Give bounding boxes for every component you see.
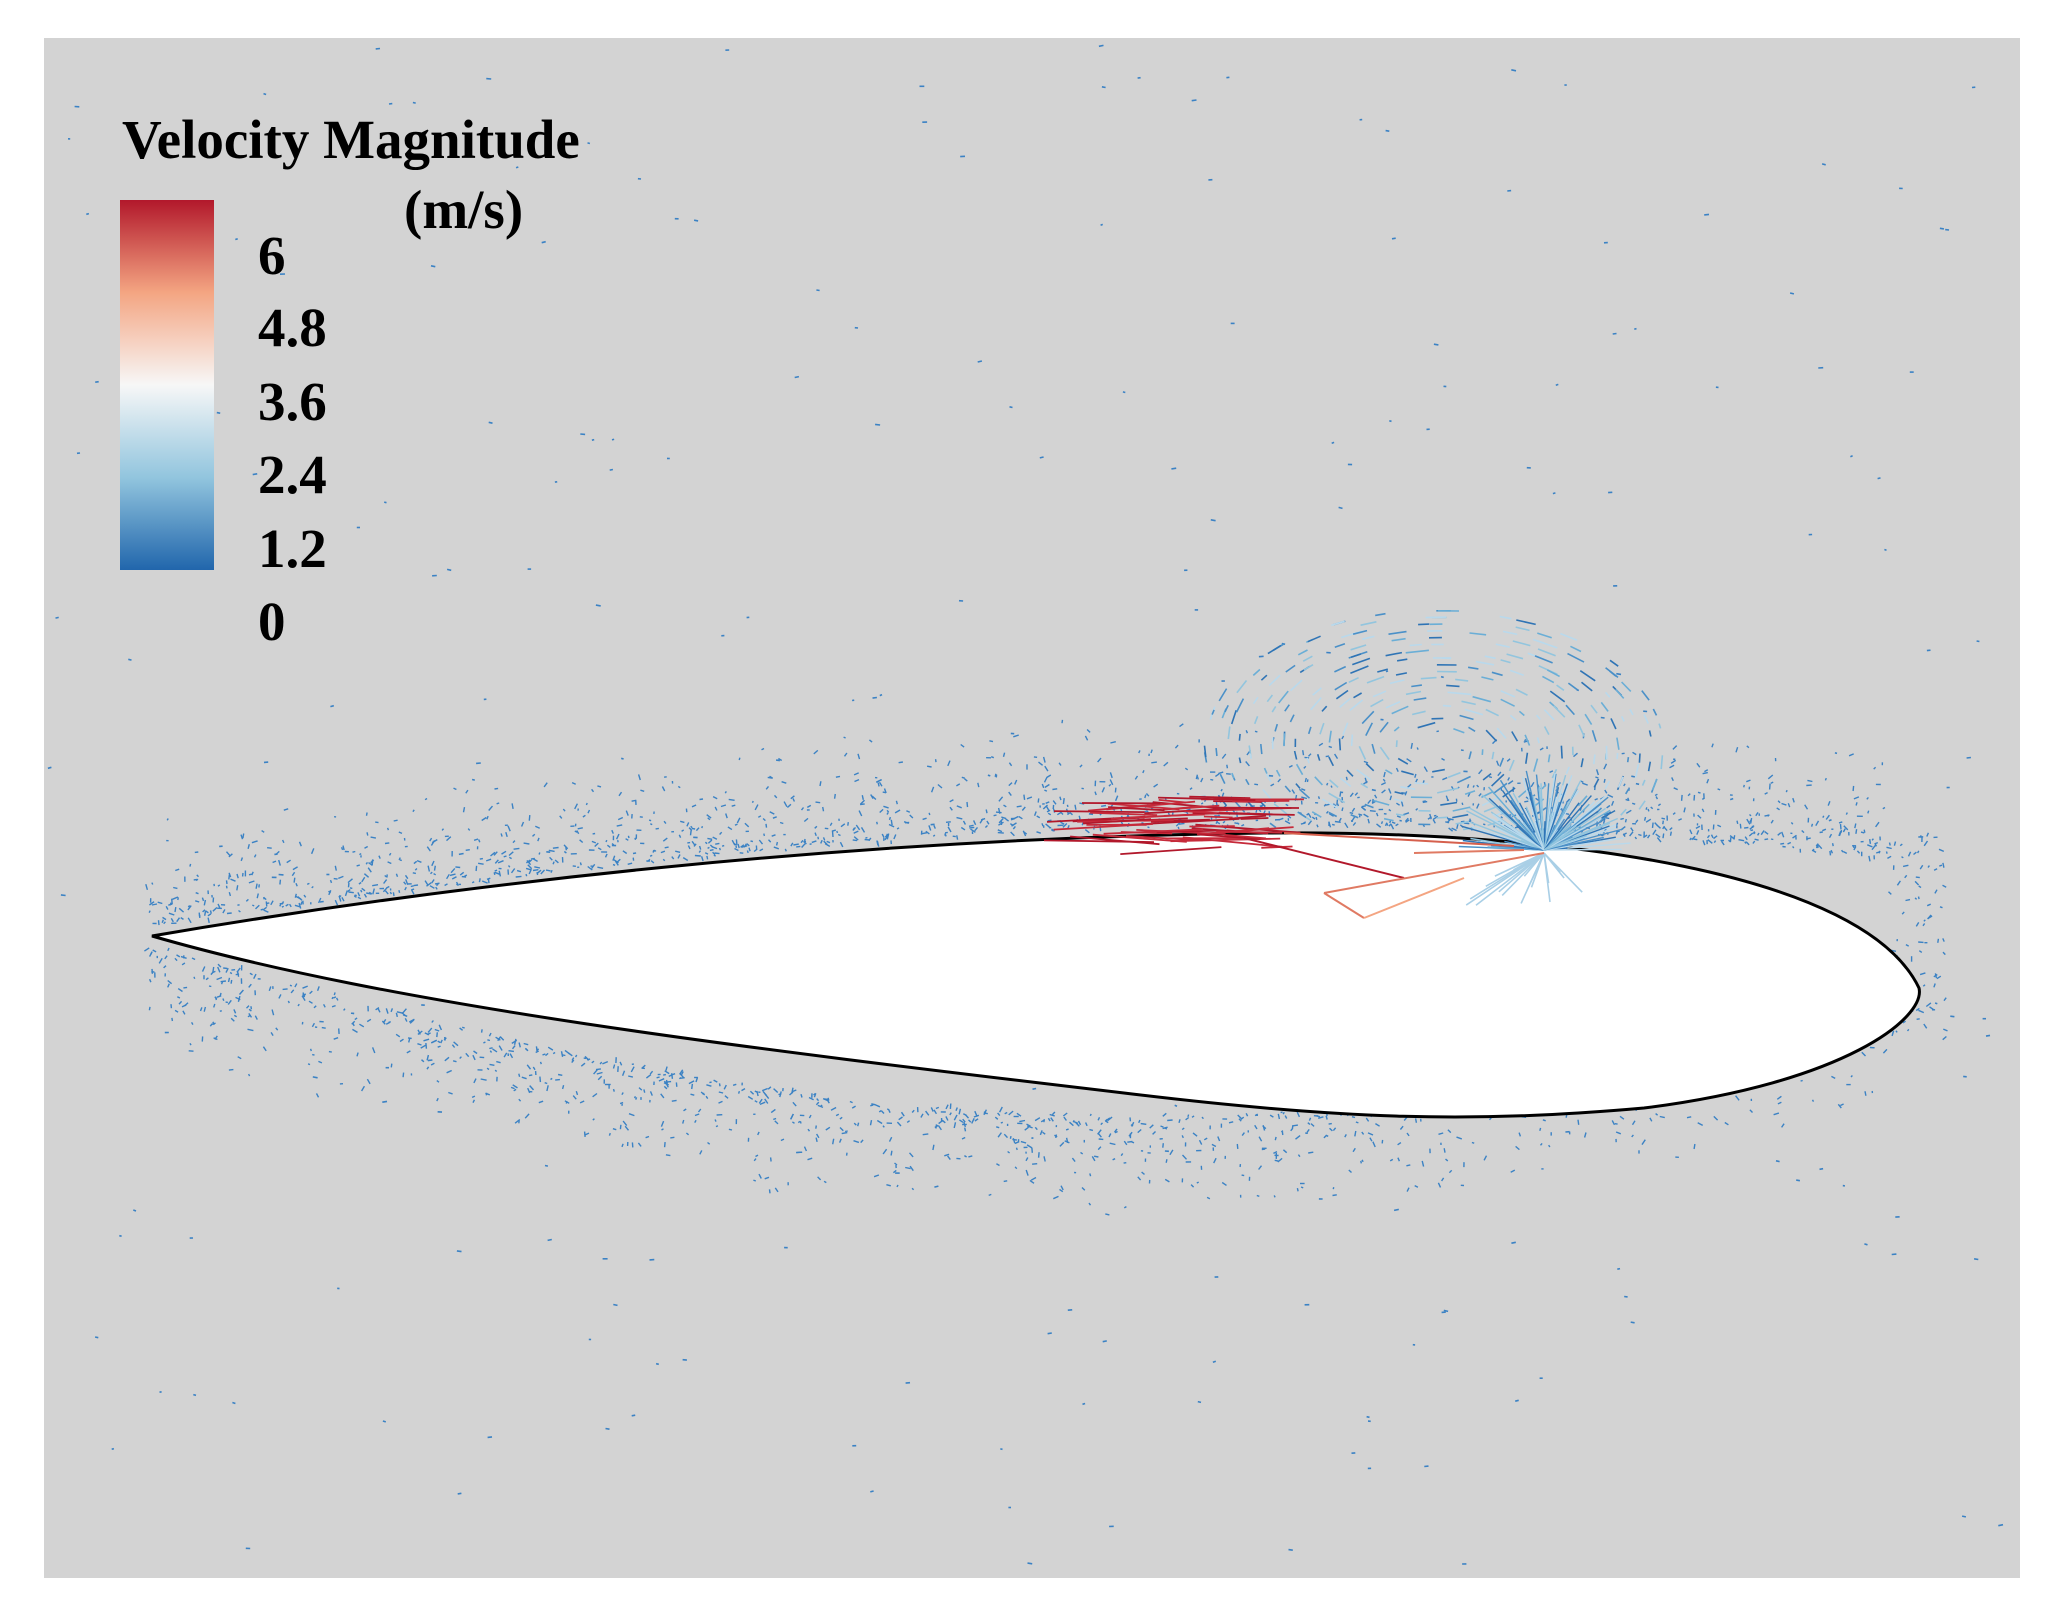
high-velocity-vectors	[1043, 795, 1545, 919]
colorbar-tick-4-8: 4.8	[258, 297, 327, 358]
separation-vortex-vectors	[1203, 609, 1664, 906]
hydrofoil-body	[151, 831, 1921, 1119]
colorbar-tick-6: 6	[258, 225, 286, 286]
colorbar-tick-2-4: 2.4	[258, 444, 327, 505]
scattered-velocity-vectors	[47, 44, 2004, 1565]
legend-unit: (m/s)	[404, 179, 524, 240]
colorbar-tick-1-2: 1.2	[258, 518, 327, 579]
colorbar-tick-0: 0	[258, 591, 286, 652]
colorbar-tick-3-6: 3.6	[258, 371, 327, 432]
legend-title: Velocity Magnitude	[122, 109, 580, 170]
velocity-vector-plot	[44, 38, 2020, 1578]
colorbar	[120, 200, 214, 570]
flow-field	[47, 44, 2004, 1565]
